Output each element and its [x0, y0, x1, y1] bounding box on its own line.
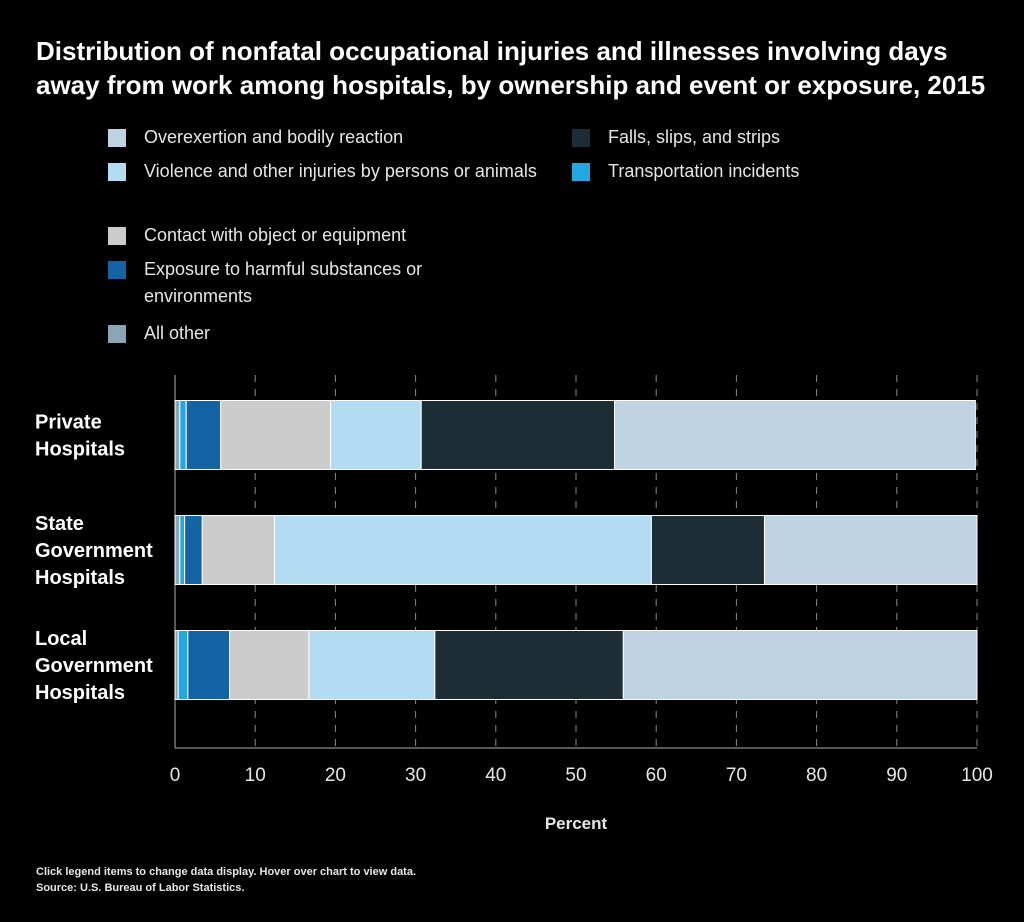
- bar-segment-contact-with-object-or-equipment[interactable]: [201, 515, 275, 585]
- legend-label: Falls, slips, and strips: [608, 127, 781, 147]
- category-label-line: Hospitals: [35, 567, 125, 589]
- bar-segment-falls-slips-and-strips[interactable]: [420, 400, 615, 470]
- bar-segment-transportation-incidents[interactable]: [179, 400, 187, 470]
- stacked-bar-chart[interactable]: Private Hospitals State Government Hospitals…: [0, 360, 1024, 850]
- legend-item-overexertion-and-bodily-reaction[interactable]: Overexertion and bodily reaction: [108, 124, 528, 151]
- bar-segment-contact-with-object-or-equipment[interactable]: [229, 630, 310, 700]
- category-label: State Government Hospitals: [35, 513, 153, 589]
- bar-group-state-government-hospitals[interactable]: [174, 515, 978, 585]
- legend-item-all-other[interactable]: All other: [108, 320, 528, 347]
- legend-swatch: [108, 261, 126, 279]
- category-label-line: Government: [35, 540, 153, 562]
- footer-source: Source: U.S. Bureau of Labor Statistics.: [36, 882, 245, 894]
- x-tick-label: 10: [245, 765, 266, 786]
- legend-item-falls-slips-and-strips[interactable]: Falls, slips, and strips: [572, 124, 952, 151]
- category-label: Private Hospitals: [35, 412, 125, 461]
- legend-item-violence-and-other-injuries-by-persons-or-animals[interactable]: Violence and other injuries by persons o…: [108, 158, 558, 185]
- x-tick-label: 70: [726, 765, 747, 786]
- bar-segment-falls-slips-and-strips[interactable]: [650, 515, 765, 585]
- legend-swatch: [108, 325, 126, 343]
- x-tick-label: 50: [565, 765, 586, 786]
- legend-label: Exposure to harmful substances or enviro…: [144, 259, 423, 306]
- category-label-line: Private: [35, 412, 102, 434]
- bar-segment-exposure-to-harmful-substances-or-environments[interactable]: [187, 630, 231, 700]
- legend-item-exposure-to-harmful-substances-or-environments[interactable]: Exposure to harmful substances or enviro…: [108, 256, 528, 310]
- x-tick-label: 90: [886, 765, 907, 786]
- footer-instructions: Click legend items to change data displa…: [36, 866, 417, 878]
- legend-item-transportation-incidents[interactable]: Transportation incidents: [572, 158, 952, 185]
- category-label-line: Hospitals: [35, 682, 125, 704]
- bar-segment-all-other[interactable]: [174, 515, 181, 585]
- bar-segment-overexertion-and-bodily-reaction[interactable]: [622, 630, 978, 700]
- bar-group-local-government-hospitals[interactable]: [174, 630, 978, 700]
- bar-group-private-hospitals[interactable]: [174, 400, 976, 470]
- bar-segment-falls-slips-and-strips[interactable]: [434, 630, 624, 700]
- category-label-line: State: [35, 513, 84, 535]
- bar-segment-transportation-incidents[interactable]: [179, 515, 186, 585]
- chart-title: Distribution of nonfatal occupational in…: [36, 36, 986, 100]
- legend-label: Contact with object or equipment: [144, 225, 407, 245]
- x-tick-label: 30: [405, 765, 426, 786]
- legend-label: Transportation incidents: [608, 161, 800, 181]
- legend: Overexertion and bodily reaction Violence…: [108, 124, 1008, 354]
- legend-swatch: [108, 129, 126, 147]
- legend-swatch: [572, 129, 590, 147]
- legend-item-contact-with-object-or-equipment[interactable]: Contact with object or equipment: [108, 222, 528, 249]
- category-label: Local Government Hospitals: [35, 628, 153, 704]
- bar-segment-exposure-to-harmful-substances-or-environments[interactable]: [185, 400, 222, 470]
- category-label-line: Hospitals: [35, 439, 125, 461]
- x-tick-label: 0: [170, 765, 181, 786]
- legend-label: All other: [144, 323, 211, 343]
- x-tick-label: 40: [485, 765, 506, 786]
- bar-segment-violence-and-other-injuries-by-persons-or-animals[interactable]: [330, 400, 422, 470]
- bar-segment-contact-with-object-or-equipment[interactable]: [220, 400, 332, 470]
- bar-segment-overexertion-and-bodily-reaction[interactable]: [763, 515, 978, 585]
- category-label-line: Local: [35, 628, 87, 650]
- bar-segment-violence-and-other-injuries-by-persons-or-animals[interactable]: [308, 630, 436, 700]
- legend-swatch: [108, 163, 126, 181]
- x-tick-label: 100: [961, 765, 993, 786]
- legend-label: Overexertion and bodily reaction: [144, 127, 404, 147]
- legend-swatch: [108, 227, 126, 245]
- x-tick-label: 80: [806, 765, 827, 786]
- x-axis-title: Percent: [545, 814, 608, 833]
- legend-label: Violence and other injuries by persons o…: [144, 161, 537, 181]
- bar-segment-transportation-incidents[interactable]: [177, 630, 189, 700]
- bar-segment-violence-and-other-injuries-by-persons-or-animals[interactable]: [273, 515, 652, 585]
- x-tick-label: 60: [646, 765, 667, 786]
- category-label-line: Government: [35, 655, 153, 677]
- bar-segment-exposure-to-harmful-substances-or-environments[interactable]: [184, 515, 203, 585]
- legend-swatch: [572, 163, 590, 181]
- x-tick-label: 20: [325, 765, 346, 786]
- bar-segment-all-other[interactable]: [174, 400, 181, 470]
- bar-segment-overexertion-and-bodily-reaction[interactable]: [613, 400, 976, 470]
